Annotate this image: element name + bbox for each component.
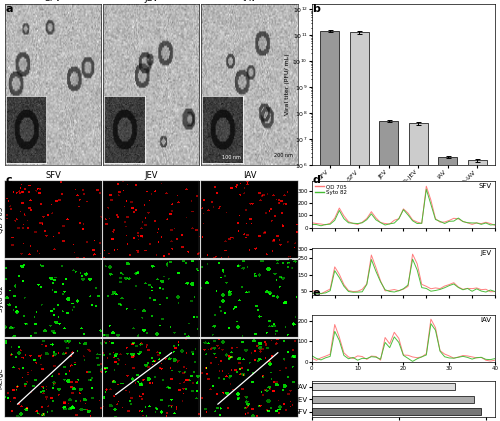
Title: JEV: JEV [144,0,158,3]
Bar [312,408,481,415]
Bar [408,123,428,421]
Legend: QD 705, Syto 82: QD 705, Syto 82 [314,184,348,195]
Bar [312,396,474,402]
Bar [350,32,369,421]
Text: 200 nm: 200 nm [274,153,293,158]
Text: SFV: SFV [478,183,492,189]
Bar [468,160,486,421]
Y-axis label: QD 705: QD 705 [0,206,4,232]
Title: IAV: IAV [242,171,256,180]
Text: JEV: JEV [480,250,492,256]
Text: b: b [312,4,320,14]
Title: JEV: JEV [144,171,158,180]
Y-axis label: Viral titer (PFU/ mL): Viral titer (PFU/ mL) [284,54,290,115]
Text: a: a [5,4,12,14]
Title: SFV: SFV [44,0,62,3]
Text: c: c [5,175,12,185]
Bar [320,31,340,421]
Bar [438,157,457,421]
Y-axis label: Syto 82: Syto 82 [0,285,4,312]
Bar [379,121,398,421]
Title: SFV: SFV [45,171,61,180]
Y-axis label: Fluorescence Intensity: Fluorescence Intensity [290,236,294,307]
Title: IAV: IAV [242,0,256,3]
Text: d: d [312,175,320,185]
Bar [312,383,455,390]
Y-axis label: Merge: Merge [0,367,4,389]
Text: IAV: IAV [480,317,492,323]
Text: e: e [312,288,320,298]
